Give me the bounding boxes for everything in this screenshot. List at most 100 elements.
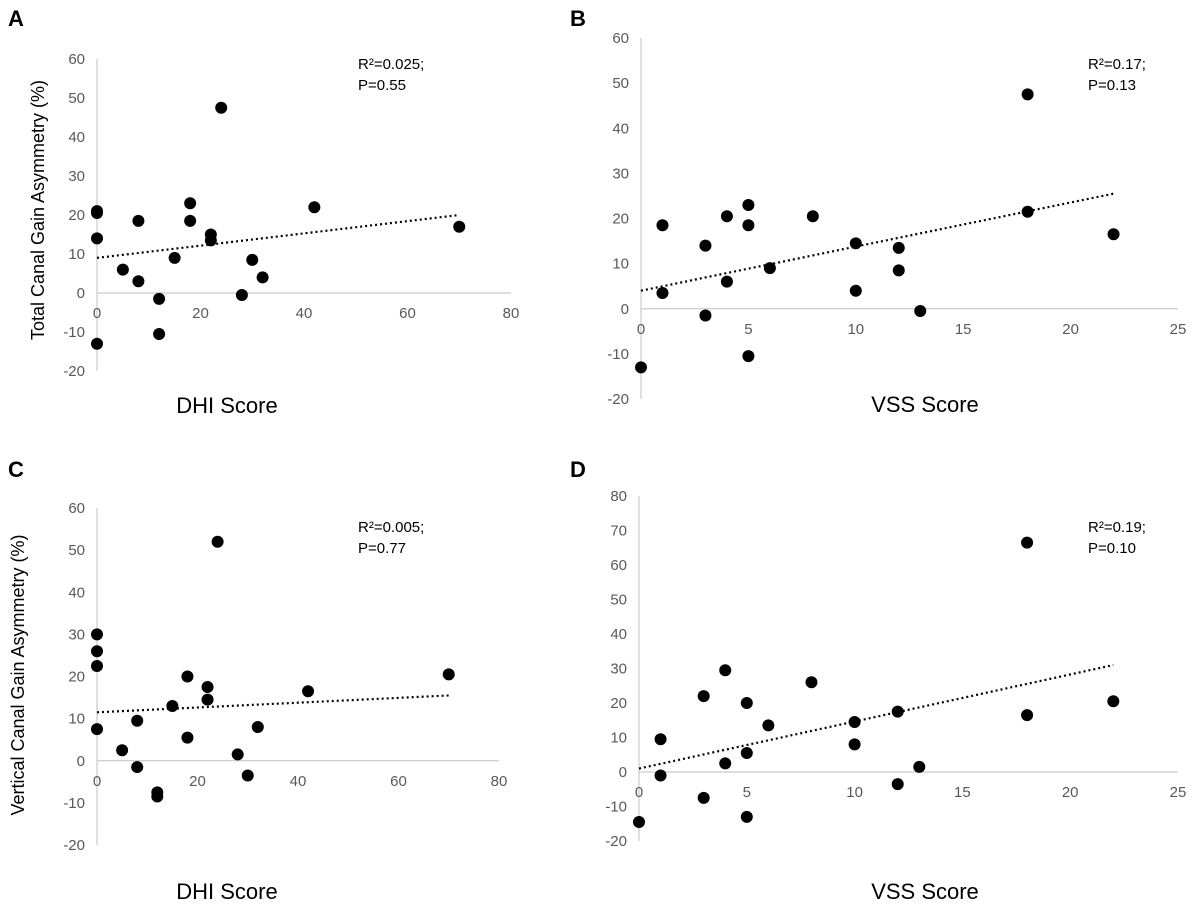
data-point: [204, 234, 217, 247]
data-point: [740, 747, 753, 760]
data-point: [891, 705, 904, 718]
data-point: [215, 101, 228, 114]
data-point: [719, 664, 732, 677]
panel-letter: D: [570, 457, 586, 482]
y-tick-label: -10: [607, 346, 629, 363]
y-tick-label: 30: [68, 626, 85, 643]
data-point: [184, 214, 197, 227]
data-point: [151, 790, 164, 803]
x-tick-label: 20: [192, 305, 209, 322]
x-tick-label: 80: [503, 305, 520, 322]
data-point: [166, 699, 179, 712]
data-point: [891, 778, 904, 791]
y-tick-label: 10: [68, 711, 85, 728]
data-point: [719, 757, 732, 770]
data-point: [913, 760, 926, 773]
x-tick-label: 5: [743, 784, 751, 801]
y-axis-title: Total Canal Gain Asymmetry (%): [28, 80, 48, 340]
data-point: [742, 350, 755, 363]
data-point: [91, 659, 103, 672]
x-tick-label: 40: [290, 773, 307, 790]
x-tick-label: 15: [955, 321, 972, 338]
y-tick-label: -10: [63, 324, 85, 341]
data-point: [806, 210, 819, 223]
data-point: [256, 271, 269, 284]
x-tick-label: 20: [1062, 321, 1079, 338]
data-point: [91, 207, 103, 220]
data-point: [201, 693, 214, 706]
p-value-label: P=0.55: [358, 77, 406, 94]
data-point: [251, 721, 264, 734]
x-tick-label: 0: [93, 773, 101, 790]
y-tick-label: 10: [612, 256, 629, 273]
y-tick-label: 20: [612, 211, 629, 228]
data-point: [241, 769, 254, 782]
y-tick-label: 30: [610, 661, 627, 678]
y-tick-label: 80: [610, 488, 627, 505]
y-tick-label: 0: [619, 764, 627, 781]
data-point: [181, 731, 194, 744]
data-point: [211, 535, 224, 548]
data-point: [699, 309, 712, 322]
data-point: [720, 210, 733, 223]
x-tick-label: 20: [1062, 784, 1079, 801]
p-value-label: P=0.10: [1088, 540, 1136, 557]
data-point: [91, 723, 103, 736]
data-point: [1021, 88, 1034, 101]
panel-letter: C: [8, 457, 24, 482]
data-point: [633, 816, 645, 829]
data-point: [892, 241, 905, 254]
trendline: [96, 213, 460, 259]
r-squared-label: R²=0.025;: [358, 56, 424, 73]
data-point: [246, 253, 259, 266]
chart-panel-b: B -20 -10 0 10 20 30 40 50 60 0 5 10 15 20 25 R²=0.17; P=…: [570, 6, 1186, 417]
data-point: [654, 769, 667, 782]
data-point: [308, 201, 321, 214]
y-tick-label: -10: [63, 795, 85, 812]
y-tick-label: 10: [68, 246, 85, 263]
data-point: [302, 685, 315, 698]
data-point: [654, 733, 667, 746]
chart-panel-c: C -20 -10 0 10 20 30 40 50 60 0 20 40 60 80 R²=0.005; P=…: [8, 457, 507, 904]
data-point: [91, 337, 103, 350]
y-tick-label: 0: [621, 301, 629, 318]
data-point: [153, 292, 166, 305]
x-axis-title: DHI Score: [176, 393, 277, 418]
data-point: [181, 670, 194, 683]
r-squared-label: R²=0.19;: [1088, 519, 1146, 536]
data-point: [235, 288, 248, 301]
data-point: [442, 668, 455, 681]
y-tick-label: 30: [612, 165, 629, 182]
r-squared-label: R²=0.005;: [358, 519, 424, 536]
y-tick-label: -20: [63, 363, 85, 380]
y-tick-label: 40: [68, 584, 85, 601]
data-point: [1107, 695, 1120, 708]
data-point: [656, 219, 669, 232]
data-point: [720, 275, 733, 288]
y-tick-label: -20: [607, 391, 629, 408]
x-tick-label: 25: [1170, 784, 1187, 801]
y-tick-label: -20: [63, 837, 85, 854]
data-point: [892, 264, 905, 277]
trendline: [638, 663, 1114, 770]
x-axis-title: DHI Score: [176, 879, 277, 904]
panel-letter: A: [8, 6, 24, 31]
data-point: [116, 744, 129, 757]
y-tick-label: 50: [68, 90, 85, 107]
x-tick-label: 20: [189, 773, 206, 790]
y-tick-label: 30: [68, 168, 85, 185]
y-tick-label: 60: [610, 557, 627, 574]
data-point: [168, 251, 181, 264]
data-point: [849, 237, 862, 250]
panel-letter: B: [570, 6, 586, 31]
data-point: [116, 263, 129, 276]
data-point: [131, 714, 144, 727]
y-tick-label: 60: [68, 51, 85, 68]
y-tick-label: 50: [612, 75, 629, 92]
p-value-label: P=0.77: [358, 540, 406, 557]
x-tick-label: 15: [954, 784, 971, 801]
data-point: [740, 697, 753, 709]
x-tick-label: 0: [637, 321, 645, 338]
chart-panel-a: A -20 -10 0 10 20 30 40 50 60 0 20 40 60 80 R²=0.025; P=…: [8, 6, 519, 418]
